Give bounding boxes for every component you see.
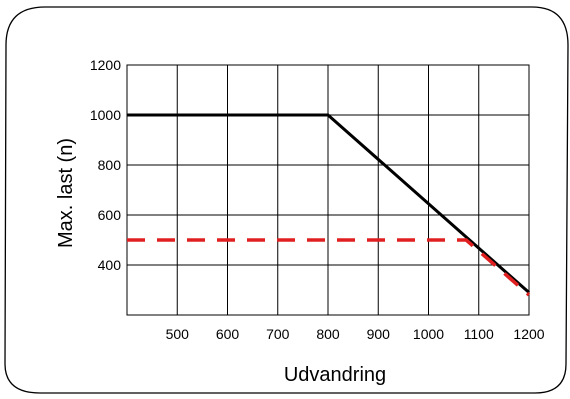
plot-frame (126, 64, 530, 316)
y-tick-label: 1200 (90, 57, 121, 73)
y-axis-label: Max. last (n) (55, 138, 77, 248)
series-line-solid (127, 113, 530, 294)
series-group (127, 113, 531, 297)
y-tick-label: 400 (98, 257, 122, 273)
x-axis-label: Udvandring (284, 364, 386, 386)
x-tick-label: 1200 (513, 326, 544, 342)
card-border (4, 6, 569, 394)
x-tick-label: 600 (216, 326, 240, 342)
x-tick-label: 900 (367, 326, 391, 342)
y-tick-label: 1000 (90, 107, 121, 123)
y-tick-label: 800 (98, 157, 122, 173)
y-axis-ticks: 400 600 800 1000 1200 (90, 57, 121, 273)
x-tick-label: 1000 (413, 326, 444, 342)
x-tick-label: 700 (266, 326, 290, 342)
series-line-dashed (127, 238, 531, 297)
x-tick-label: 800 (316, 326, 340, 342)
x-axis-ticks: 500 600 700 800 900 1000 1100 1200 (166, 326, 545, 342)
x-tick-label: 1100 (464, 326, 494, 342)
y-tick-label: 600 (98, 207, 122, 223)
x-tick-label: 500 (166, 326, 190, 342)
